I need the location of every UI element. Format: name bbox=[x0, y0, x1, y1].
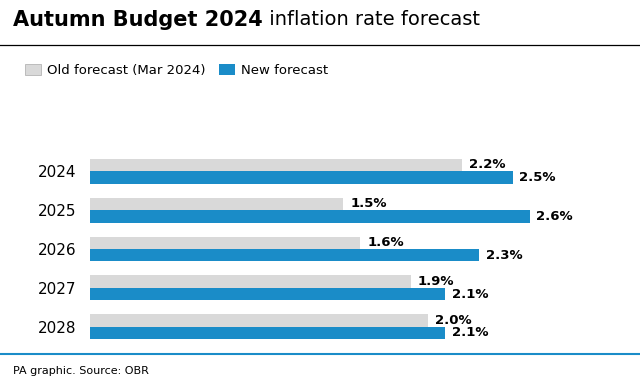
Text: 1.6%: 1.6% bbox=[367, 236, 404, 249]
Text: 2.2%: 2.2% bbox=[468, 158, 505, 172]
Text: 2.3%: 2.3% bbox=[486, 249, 522, 262]
Bar bbox=[90, 210, 529, 223]
Bar bbox=[90, 198, 344, 210]
Text: 1.9%: 1.9% bbox=[418, 275, 454, 288]
Text: 1.5%: 1.5% bbox=[350, 197, 387, 210]
Text: 2.5%: 2.5% bbox=[520, 171, 556, 184]
Bar bbox=[90, 275, 411, 288]
Bar bbox=[90, 249, 479, 261]
Bar bbox=[90, 237, 360, 249]
Text: Autumn Budget 2024: Autumn Budget 2024 bbox=[13, 10, 262, 30]
Legend: Old forecast (Mar 2024), New forecast: Old forecast (Mar 2024), New forecast bbox=[19, 59, 333, 83]
Bar bbox=[90, 327, 445, 339]
Text: inflation rate forecast: inflation rate forecast bbox=[262, 10, 479, 29]
Bar bbox=[90, 159, 462, 171]
Text: PA graphic. Source: OBR: PA graphic. Source: OBR bbox=[13, 366, 148, 376]
Bar bbox=[90, 314, 428, 327]
Text: 2.6%: 2.6% bbox=[536, 210, 573, 223]
Text: 2.0%: 2.0% bbox=[435, 314, 472, 327]
Bar bbox=[90, 171, 513, 184]
Bar bbox=[90, 288, 445, 300]
Text: 2.1%: 2.1% bbox=[452, 326, 488, 340]
Text: 2.1%: 2.1% bbox=[452, 287, 488, 301]
